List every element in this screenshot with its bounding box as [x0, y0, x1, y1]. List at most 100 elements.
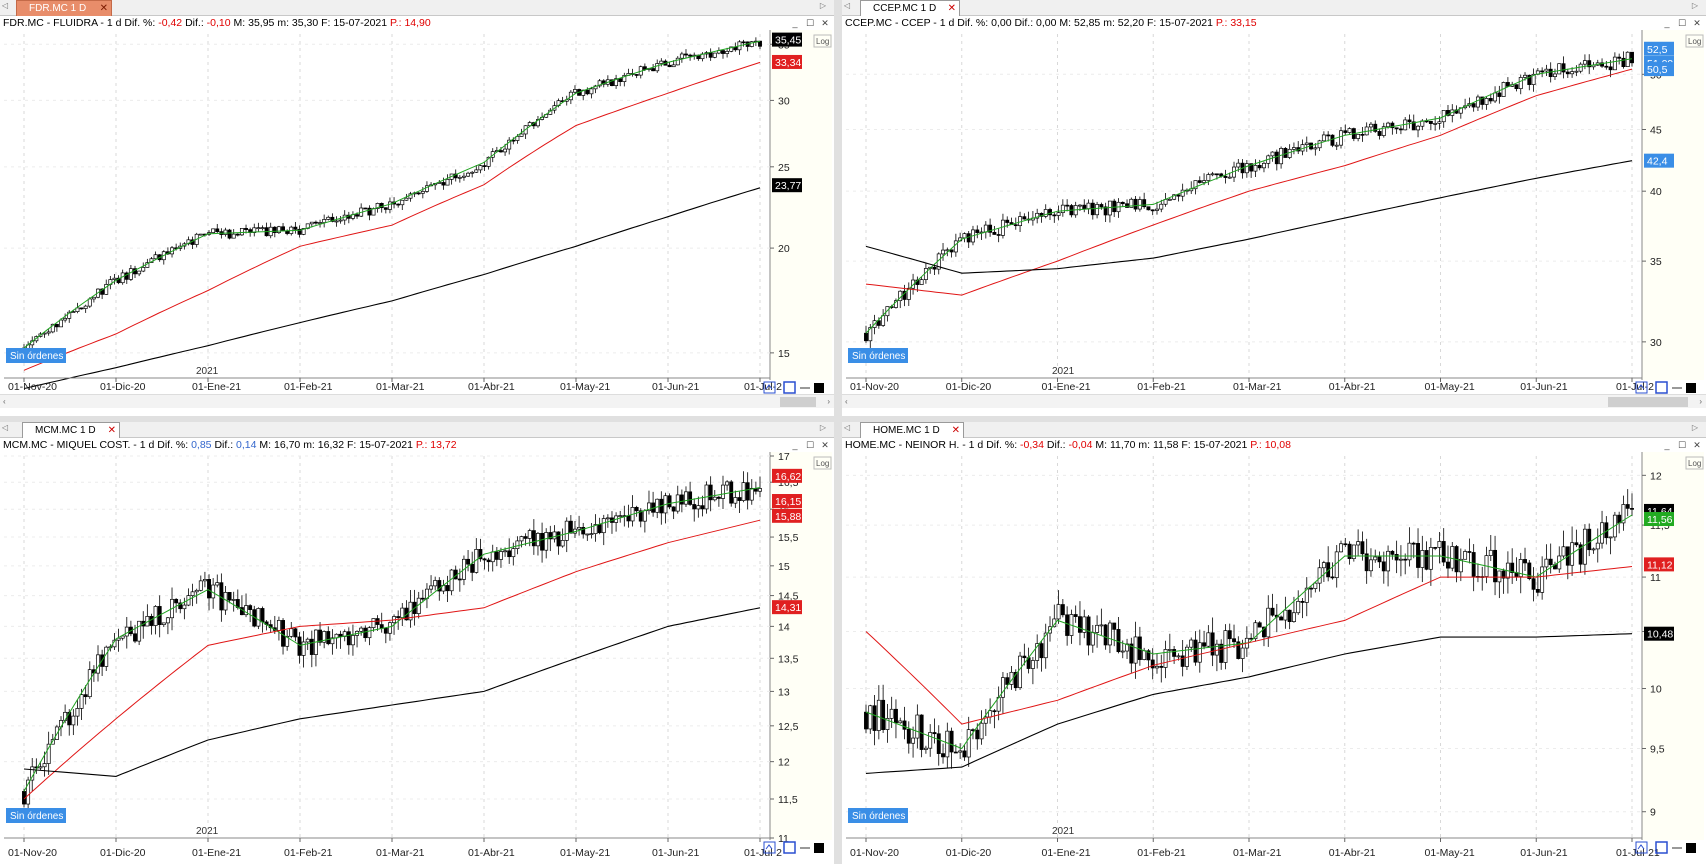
- scroll-right-icon[interactable]: ›: [1699, 397, 1702, 406]
- log-scale-toggle[interactable]: Log: [816, 459, 829, 468]
- tab-mcm[interactable]: MCM.MC 1 D ✕: [22, 422, 120, 438]
- candle-down: [949, 730, 954, 753]
- candle-down: [1488, 98, 1493, 102]
- tab-scroll-right-icon[interactable]: ▷: [1691, 423, 1698, 432]
- candle-down: [1039, 643, 1044, 659]
- log-scale-toggle[interactable]: Log: [1688, 459, 1701, 468]
- horizontal-scrollbar[interactable]: ‹ ›: [0, 394, 834, 408]
- tab-scroll-left-icon[interactable]: ◁: [844, 423, 851, 432]
- tab-scroll-right-icon[interactable]: ▷: [1691, 1, 1698, 10]
- candle-up: [1266, 607, 1271, 638]
- candle-up: [1450, 546, 1455, 569]
- price-chart-svg[interactable]: 3530252015Log35,4533,3423,7701-Nov-2001-…: [0, 0, 834, 416]
- tab-label: FDR.MC 1 D: [29, 3, 87, 14]
- vertical-splitter[interactable]: [834, 0, 842, 864]
- candle-down: [1103, 624, 1108, 646]
- tab-home[interactable]: HOME.MC 1 D ✕: [860, 422, 964, 438]
- candle-down: [688, 54, 693, 57]
- candle-down: [700, 505, 705, 510]
- candle-up: [1420, 550, 1425, 568]
- candle-up: [420, 191, 425, 194]
- horizontal-splitter[interactable]: [0, 416, 1706, 422]
- candle-up: [276, 620, 281, 631]
- orders-badge: [6, 808, 66, 823]
- close-window-icon[interactable]: ✕: [1693, 440, 1701, 450]
- p-label: P.:: [390, 17, 402, 29]
- tab-scroll-right-icon[interactable]: ▷: [819, 423, 826, 432]
- close-icon[interactable]: ✕: [107, 425, 116, 436]
- candle-down: [638, 510, 643, 522]
- maximize-icon[interactable]: ☐: [1677, 440, 1687, 450]
- chart-pane-mcm[interactable]: ◁ MCM.MC 1 D ✕ ▷ MCM.MC - MIQUEL COST. - …: [0, 422, 834, 864]
- maximize-icon[interactable]: ☐: [805, 440, 815, 450]
- close-window-icon[interactable]: ✕: [821, 440, 829, 450]
- dif-label: Dif.:: [1046, 439, 1066, 451]
- tab-fdr[interactable]: FDR.MC 1 D ✕: [16, 0, 112, 16]
- maximize-icon[interactable]: ☐: [1677, 18, 1687, 28]
- scroll-thumb[interactable]: [1608, 397, 1688, 407]
- candle-up: [1262, 162, 1266, 169]
- candle-up: [338, 219, 343, 222]
- close-icon[interactable]: ✕: [947, 3, 956, 14]
- log-scale-toggle[interactable]: Log: [816, 37, 829, 46]
- close-window-icon[interactable]: ✕: [821, 18, 829, 28]
- scroll-thumb[interactable]: [780, 397, 816, 407]
- candle-down: [1561, 63, 1566, 73]
- candle-up: [1043, 632, 1048, 659]
- candle-up: [1386, 550, 1391, 572]
- close-window-icon[interactable]: ✕: [1693, 18, 1701, 28]
- x-tick-label: 01-Mar-21: [1233, 847, 1282, 859]
- price-label: 15,88: [775, 511, 801, 523]
- tab-scroll-left-icon[interactable]: ◁: [2, 1, 9, 10]
- candle-up: [725, 481, 730, 486]
- scroll-left-icon[interactable]: ‹: [3, 397, 6, 406]
- chart-pane-fdr[interactable]: ◁ FDR.MC 1 D ✕ ▷ FDR.MC - FLUIDRA - 1 d D…: [0, 0, 834, 416]
- tab-strip: ◁ CCEP.MC 1 D ✕ ▷: [842, 0, 1706, 16]
- close-icon[interactable]: ✕: [951, 425, 960, 436]
- candle-down: [470, 563, 475, 573]
- candle-up: [725, 50, 730, 54]
- log-scale-toggle[interactable]: Log: [1688, 37, 1701, 46]
- horizontal-scrollbar[interactable]: ‹ ›: [842, 394, 1706, 408]
- quote-info-bar: HOME.MC - NEINOR H. - 1 d Dif. %: -0,34 …: [842, 439, 1706, 452]
- tab-scroll-right-icon[interactable]: ▷: [819, 1, 826, 10]
- min-value: 11,58: [1152, 439, 1179, 451]
- candle-up: [1223, 630, 1228, 663]
- maximize-icon[interactable]: ☐: [805, 18, 815, 28]
- max-label: M:: [1095, 439, 1108, 451]
- price-chart-svg[interactable]: 5045403530Log52,551,0950,542,401-Nov-200…: [842, 0, 1706, 416]
- candle-up: [387, 622, 392, 634]
- tab-scroll-left-icon[interactable]: ◁: [2, 423, 9, 432]
- candle-down: [1300, 600, 1305, 603]
- price-chart-svg[interactable]: 1716,51615,51514,51413,51312,51211,511Lo…: [0, 422, 834, 864]
- candle-down: [1548, 68, 1553, 78]
- close-icon[interactable]: ✕: [99, 3, 108, 14]
- minimize-icon[interactable]: _: [1664, 440, 1670, 450]
- candle-down: [1022, 216, 1027, 220]
- candle-down: [1360, 541, 1365, 555]
- date-label: F:: [1181, 439, 1191, 451]
- candle-up: [1244, 163, 1249, 174]
- min-label: m:: [1138, 439, 1151, 451]
- scroll-right-icon[interactable]: ›: [827, 397, 830, 406]
- tab-scroll-left-icon[interactable]: ◁: [844, 1, 851, 10]
- candle-down: [936, 733, 941, 754]
- candle-up: [1334, 551, 1339, 579]
- minimize-icon[interactable]: _: [792, 440, 798, 450]
- zoom-icon: [763, 841, 776, 854]
- candle-down: [1120, 201, 1125, 205]
- chart-pane-home[interactable]: ◁ HOME.MC 1 D ✕ ▷ HOME.MC - NEINOR H. - 1…: [842, 422, 1706, 864]
- min-value: 16,32: [317, 439, 345, 451]
- candle-up: [202, 579, 207, 582]
- tab-ccep[interactable]: CCEP.MC 1 D ✕: [860, 0, 960, 16]
- minimize-icon[interactable]: _: [792, 18, 798, 28]
- scroll-left-icon[interactable]: ‹: [845, 397, 848, 406]
- candle-up: [1304, 587, 1309, 603]
- minimize-icon[interactable]: _: [1664, 18, 1670, 28]
- candle-down: [466, 558, 471, 565]
- y-tick-label: 11: [778, 833, 789, 845]
- candle-down: [1514, 84, 1519, 90]
- price-chart-svg[interactable]: 1211,51110,5109,59Log11,6411,5611,1210,4…: [842, 422, 1706, 864]
- chart-pane-ccep[interactable]: ◁ CCEP.MC 1 D ✕ ▷ CCEP.MC - CCEP - 1 d Di…: [842, 0, 1706, 416]
- ticker-name: CCEP.MC - CCEP -: [845, 17, 940, 29]
